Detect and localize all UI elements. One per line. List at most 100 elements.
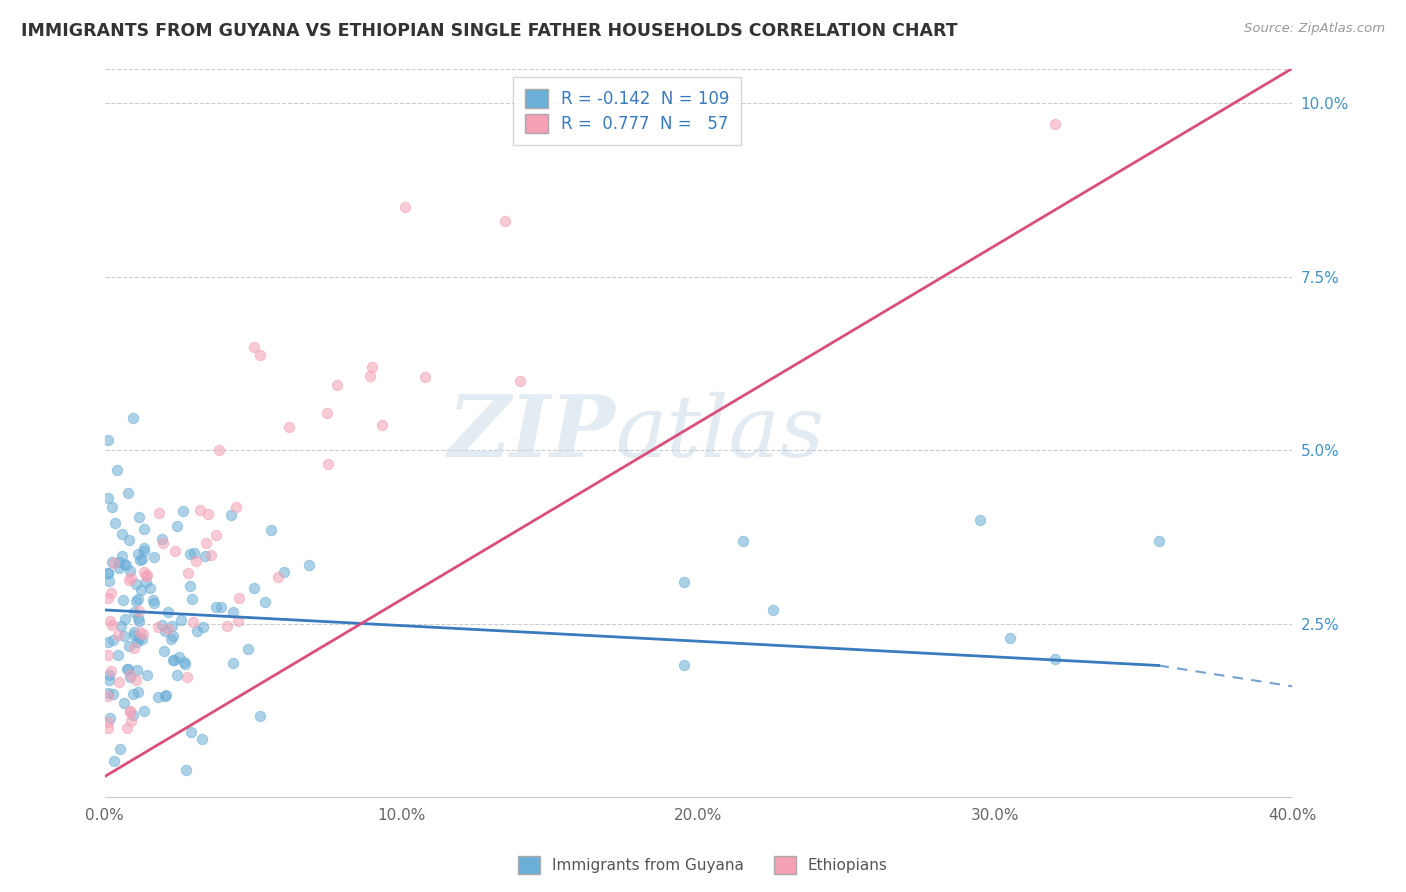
Point: [136, 668, 159, 682]
Point: [108, 675, 131, 690]
Point: [142, 593, 165, 607]
Point: [243, 340, 266, 354]
Point: [107, 648, 129, 662]
Point: [111, 527, 134, 541]
Point: [134, 544, 156, 558]
Point: [104, 516, 127, 530]
Point: [105, 463, 128, 477]
Point: [194, 549, 217, 563]
Point: [115, 721, 138, 735]
Point: [152, 643, 174, 657]
Point: [236, 642, 259, 657]
Point: [166, 667, 188, 681]
Point: [260, 523, 283, 537]
Point: [1043, 651, 1066, 665]
Point: [111, 592, 134, 607]
Point: [97, 686, 120, 700]
Legend: R = -0.142  N = 109, R =  0.777  N =   57: R = -0.142 N = 109, R = 0.777 N = 57: [513, 77, 741, 145]
Point: [208, 442, 231, 457]
Point: [1147, 533, 1170, 548]
Point: [134, 565, 156, 579]
Point: [167, 650, 190, 665]
Point: [162, 653, 184, 667]
Point: [494, 214, 516, 228]
Point: [672, 658, 695, 673]
Point: [122, 625, 145, 640]
Point: [125, 577, 148, 591]
Point: [222, 606, 245, 620]
Point: [184, 554, 207, 568]
Point: [114, 612, 136, 626]
Point: [183, 546, 205, 560]
Point: [200, 549, 222, 563]
Point: [122, 411, 145, 425]
Point: [180, 592, 202, 607]
Point: [148, 620, 170, 634]
Text: IMMIGRANTS FROM GUYANA VS ETHIOPIAN SINGLE FATHER HOUSEHOLDS CORRELATION CHART: IMMIGRANTS FROM GUYANA VS ETHIOPIAN SING…: [21, 22, 957, 40]
Point: [112, 629, 135, 643]
Point: [98, 614, 121, 628]
Point: [101, 500, 124, 514]
Text: ZIP: ZIP: [447, 392, 616, 475]
Point: [225, 500, 247, 514]
Point: [131, 632, 153, 646]
Point: [157, 622, 180, 636]
Point: [243, 582, 266, 596]
Point: [127, 611, 149, 625]
Point: [188, 503, 211, 517]
Point: [176, 669, 198, 683]
Point: [316, 457, 339, 471]
Point: [316, 406, 339, 420]
Point: [118, 533, 141, 548]
Point: [136, 568, 159, 582]
Point: [124, 594, 146, 608]
Point: [128, 510, 150, 524]
Point: [124, 628, 146, 642]
Point: [177, 566, 200, 581]
Point: [125, 635, 148, 649]
Point: [371, 418, 394, 433]
Point: [159, 632, 181, 647]
Point: [150, 533, 173, 547]
Point: [103, 556, 125, 570]
Point: [267, 570, 290, 584]
Point: [205, 600, 228, 615]
Point: [97, 668, 120, 682]
Point: [108, 555, 131, 569]
Point: [117, 662, 139, 676]
Point: [180, 725, 202, 739]
Point: [142, 550, 165, 565]
Point: [131, 552, 153, 566]
Point: [112, 696, 135, 710]
Point: [150, 618, 173, 632]
Point: [114, 558, 136, 572]
Point: [118, 573, 141, 587]
Point: [103, 755, 125, 769]
Point: [273, 565, 295, 579]
Point: [97, 433, 120, 447]
Point: [125, 663, 148, 677]
Point: [360, 359, 382, 374]
Point: [155, 689, 177, 703]
Point: [249, 709, 271, 723]
Point: [249, 348, 271, 362]
Point: [325, 378, 347, 392]
Point: [97, 566, 120, 580]
Point: [165, 544, 187, 558]
Point: [228, 591, 250, 605]
Text: Source: ZipAtlas.com: Source: ZipAtlas.com: [1244, 22, 1385, 36]
Point: [125, 673, 148, 687]
Point: [134, 704, 156, 718]
Point: [172, 504, 194, 518]
Point: [174, 763, 197, 777]
Point: [108, 741, 131, 756]
Point: [209, 600, 232, 615]
Point: [115, 661, 138, 675]
Point: [173, 655, 195, 669]
Point: [215, 619, 238, 633]
Point: [98, 711, 121, 725]
Point: [97, 714, 120, 729]
Point: [969, 513, 991, 527]
Point: [127, 591, 149, 606]
Point: [509, 374, 531, 388]
